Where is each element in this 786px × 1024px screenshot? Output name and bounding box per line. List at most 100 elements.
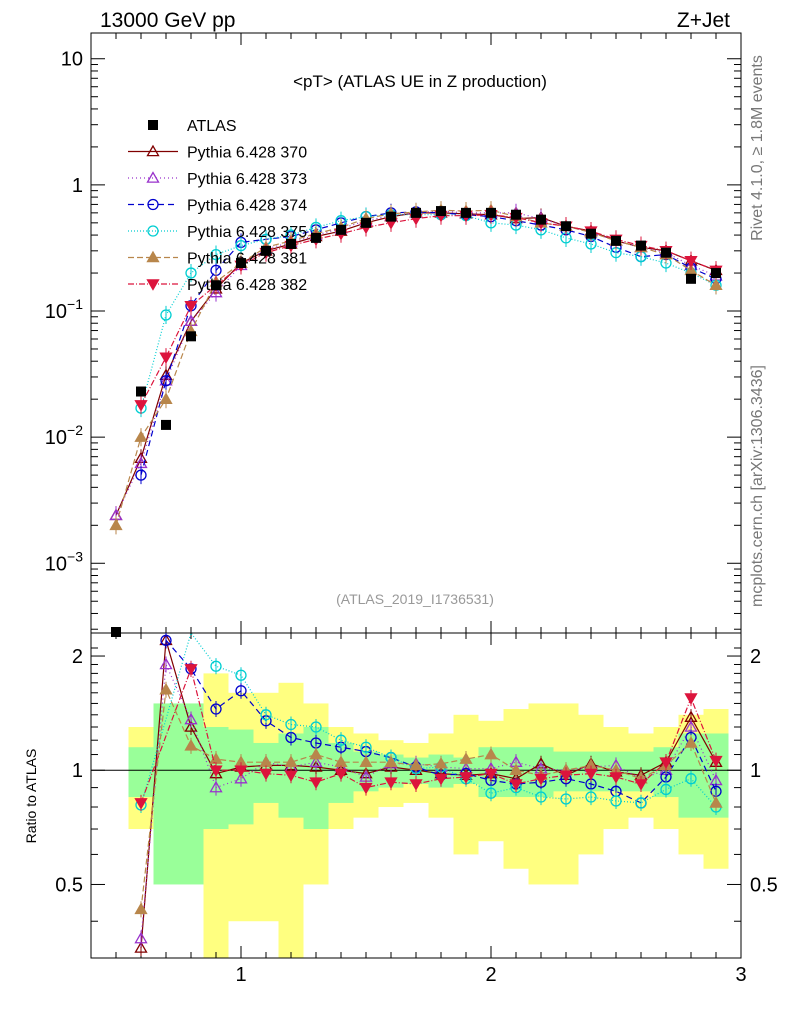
main-panel-series [109,201,723,637]
legend-label-atlas: ATLAS [187,118,237,135]
band-inner-1 [128,747,154,798]
header-left: 13000 GeV pp [100,9,235,32]
series-point-5 [159,352,173,365]
ratio-line-3 [140,631,717,808]
series-point-5 [684,256,698,268]
ratio-point-1 [209,780,223,793]
chart-title: <pT> (ATLAS UE in Z production) [293,72,547,91]
ratio-point-5 [609,772,623,784]
ratio-point-3 [335,734,347,746]
legend-item-4: Pythia 6.428 381 [128,251,307,268]
ratio-point-3 [285,718,297,731]
series-point-3 [160,309,172,321]
legend-marker-1 [146,171,160,183]
ratio-point-5 [434,773,448,786]
legend-marker-0 [146,144,160,157]
x-tick-label: 3 [735,964,746,986]
ratio-point-3 [260,709,272,721]
legend-label-0: Pythia 6.428 370 [187,145,307,162]
y-tick-label: 10 [61,49,83,71]
series-line-5 [140,214,717,406]
legend-label-5: Pythia 6.428 382 [187,277,307,294]
axis-ticks: 1 2 3 10−3 10−2 10−1 1 10 0.5 0.5 1 1 2 2 [45,33,778,986]
atlas-point [636,240,646,251]
ratio-point-4 [509,763,523,776]
atlas-point [686,273,696,284]
ratio-y-tick-label: 1 [72,760,83,782]
atlas-point [561,221,571,232]
ratio-point-5 [659,757,673,770]
ratio-point-4 [134,902,148,915]
atlas-point [136,386,146,397]
y-tick-label: 1 [72,175,83,197]
legend-item-3: Pythia 6.428 375 [128,224,307,241]
legend-item-1: Pythia 6.428 373 [128,171,307,188]
series-point-5 [134,400,148,412]
side-mcplots: mcplots.cern.ch [arXiv:1306.3436] [749,365,766,607]
y-tick-label: 10−1 [45,296,83,323]
series-point-4 [134,430,148,442]
ratio-point-1 [234,771,248,784]
ratio-point-4 [159,682,173,695]
ratio-point-5 [534,773,548,786]
atlas-point [486,207,496,218]
ratio-point-5 [634,779,648,791]
ratio-point-5 [209,765,223,778]
band-outer-6 [253,692,279,922]
ratio-point-4 [484,747,498,760]
series-point-4 [709,278,723,291]
ratio-y-tick-label: 2 [72,646,83,668]
atlas-point [661,247,671,258]
legend-item-5: Pythia 6.428 382 [128,277,307,294]
y-tick-label: 10−2 [45,422,83,449]
atlas-point [261,245,271,256]
ratio-point-4 [384,755,398,767]
ratio-point-3 [610,795,622,807]
ratio-point-0 [134,941,148,953]
ratio-point-3 [360,741,372,753]
atlas-data [111,206,721,637]
ratio-point-3 [635,797,647,809]
ratio-point-5 [359,782,373,795]
ratio-point-3 [310,721,322,733]
atlas-point [186,331,196,342]
ratio-point-5 [234,765,248,778]
series-point-4 [159,392,173,404]
series-point-3 [210,248,222,261]
ratio-point-5 [509,779,523,791]
series-point-2 [160,375,172,387]
ratio-y-tick-label-right: 1 [750,760,761,782]
ratio-line-5 [140,666,717,804]
ratio-point-2 [160,634,172,646]
atlas-point [711,268,721,279]
ratio-point-3 [560,793,572,805]
ratio-point-1 [159,657,173,670]
ratio-ylabel: Ratio to ATLAS [23,749,39,844]
atlas-point [361,217,371,228]
chart-watermark: (ATLAS_2019_I1736531) [336,591,494,607]
x-tick-label: 2 [485,964,496,986]
atlas-point [286,238,296,249]
ratio-point-5 [334,768,348,781]
ratio-point-4 [359,755,373,767]
ratio-y-tick-label-right: 2 [750,646,761,668]
header-right: Z+Jet [677,9,730,32]
ratio-point-3 [210,660,222,672]
ratio-point-4 [434,756,448,769]
x-tick-label: 1 [235,964,246,986]
ratio-point-5 [384,777,398,790]
atlas-point [586,228,596,239]
ratio-point-0 [184,720,198,732]
ratio-point-5 [709,755,723,768]
ratio-point-3 [685,773,697,785]
atlas-point [111,627,121,637]
legend-marker-5 [146,279,160,291]
ratio-point-5 [684,693,698,705]
legend-item-2: Pythia 6.428 374 [128,198,307,215]
atlas-point [411,207,421,218]
series-point-5 [184,301,198,313]
ratio-point-5 [309,777,323,790]
ratio-point-5 [259,768,273,781]
ratio-point-4 [709,796,723,808]
